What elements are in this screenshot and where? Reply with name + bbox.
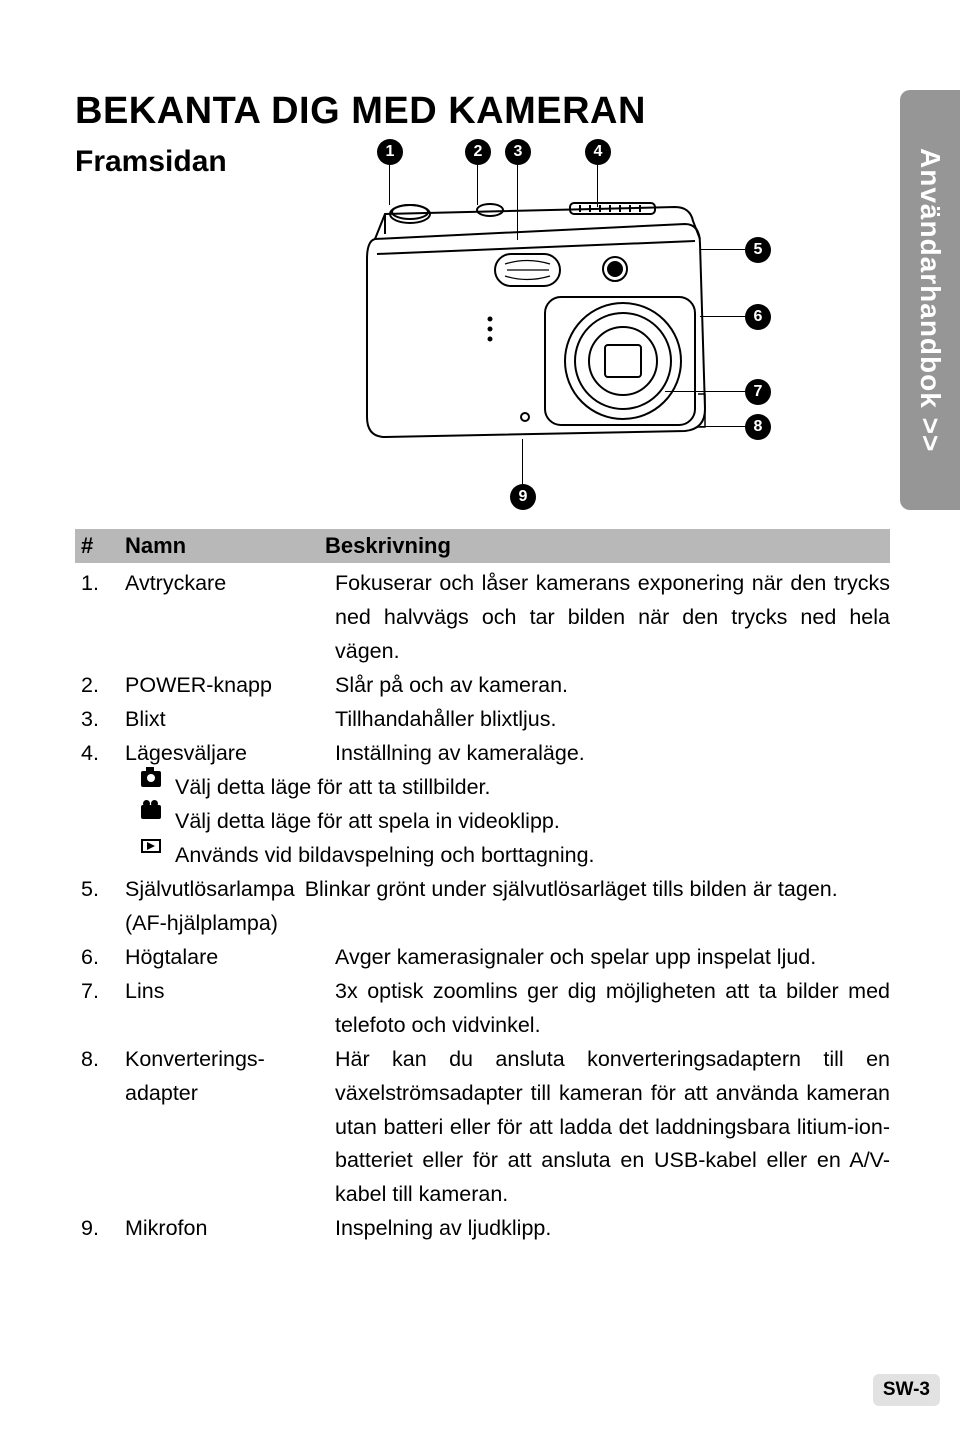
callout-5: 5	[745, 237, 771, 263]
callout-9: 9	[510, 484, 536, 510]
callout-2: 2	[465, 139, 491, 165]
table-row: (AF-hjälplampa)	[75, 907, 890, 941]
callout-1: 1	[377, 139, 403, 165]
th-name: Namn	[125, 533, 325, 559]
camera-illustration	[355, 179, 715, 439]
callout-7: 7	[745, 379, 771, 405]
table-row: 1. Avtryckare Fokuserar och låser kamera…	[75, 567, 890, 669]
th-description: Beskrivning	[325, 533, 890, 559]
callout-3: 3	[505, 139, 531, 165]
table-body: 1. Avtryckare Fokuserar och låser kamera…	[75, 567, 890, 1246]
page-number: SW-3	[873, 1374, 940, 1406]
table-row: 4. Lägesväljare Inställning av kameraläg…	[75, 737, 890, 771]
camera-mode-icon	[141, 771, 161, 787]
playback-mode-icon	[141, 839, 161, 853]
video-mode-icon	[141, 805, 161, 819]
callout-4: 4	[585, 139, 611, 165]
page-title: BEKANTA DIG MED KAMERAN	[75, 90, 890, 133]
table-header: # Namn Beskrivning	[75, 529, 890, 563]
table-row: Används vid bildavspelning och borttagni…	[75, 839, 890, 873]
table-row: 6. Högtalare Avger kamerasignaler och sp…	[75, 941, 890, 975]
table-row: 9. Mikrofon Inspelning av ljudklipp.	[75, 1212, 890, 1246]
table-row: 8. Konverterings-adapter Här kan du ansl…	[75, 1043, 890, 1213]
table-row: 7. Lins 3x optisk zoomlins ger dig möjli…	[75, 975, 890, 1043]
callout-8: 8	[745, 414, 771, 440]
table-row: 3. Blixt Tillhandahåller blixtljus.	[75, 703, 890, 737]
table-row: Välj detta läge för att ta stillbilder.	[75, 771, 890, 805]
table-row: 2. POWER-knapp Slår på och av kameran.	[75, 669, 890, 703]
table-row: Välj detta läge för att spela in videokl…	[75, 805, 890, 839]
th-number: #	[75, 533, 125, 559]
camera-diagram: 1 2 3 4 5 6 7 8 9	[305, 139, 825, 529]
callout-6: 6	[745, 304, 771, 330]
table-row: 5. Självutlösarlampa Blinkar grönt under…	[75, 873, 890, 907]
